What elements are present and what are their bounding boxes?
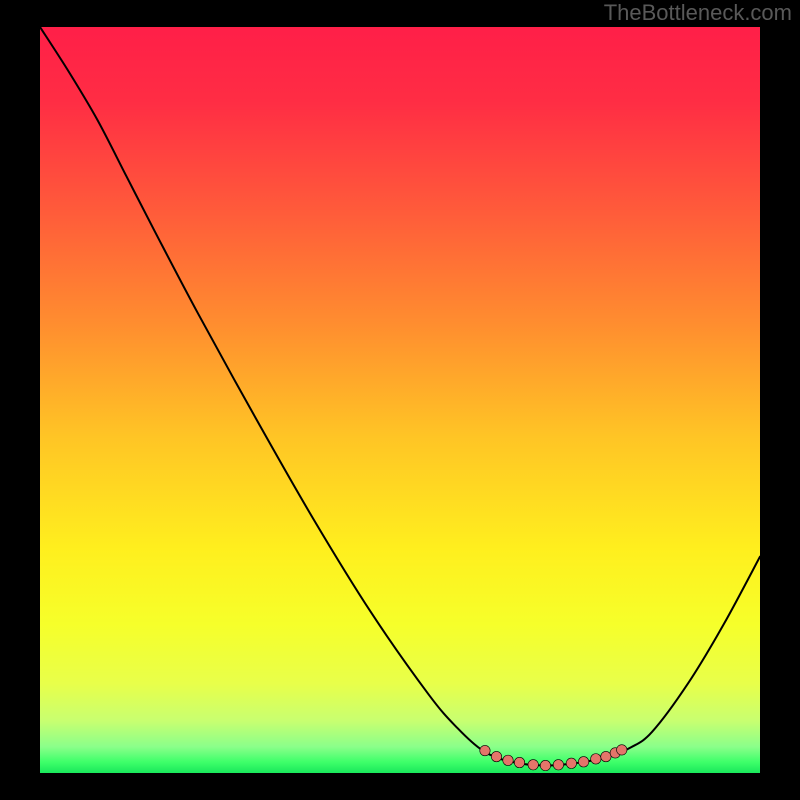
- optimal-range-marker: [503, 755, 513, 765]
- optimal-range-marker: [553, 760, 563, 770]
- bottleneck-chart: [0, 0, 800, 800]
- optimal-range-marker: [528, 760, 538, 770]
- optimal-range-marker: [480, 745, 490, 755]
- chart-container: TheBottleneck.com: [0, 0, 800, 800]
- optimal-range-marker: [601, 751, 611, 761]
- optimal-range-marker: [566, 758, 576, 768]
- optimal-range-marker: [578, 757, 588, 767]
- gradient-background: [40, 27, 760, 773]
- optimal-range-marker: [491, 751, 501, 761]
- optimal-range-marker: [540, 760, 550, 770]
- optimal-range-marker: [591, 754, 601, 764]
- optimal-range-marker: [617, 745, 627, 755]
- optimal-range-marker: [514, 757, 524, 767]
- watermark-label: TheBottleneck.com: [604, 0, 792, 26]
